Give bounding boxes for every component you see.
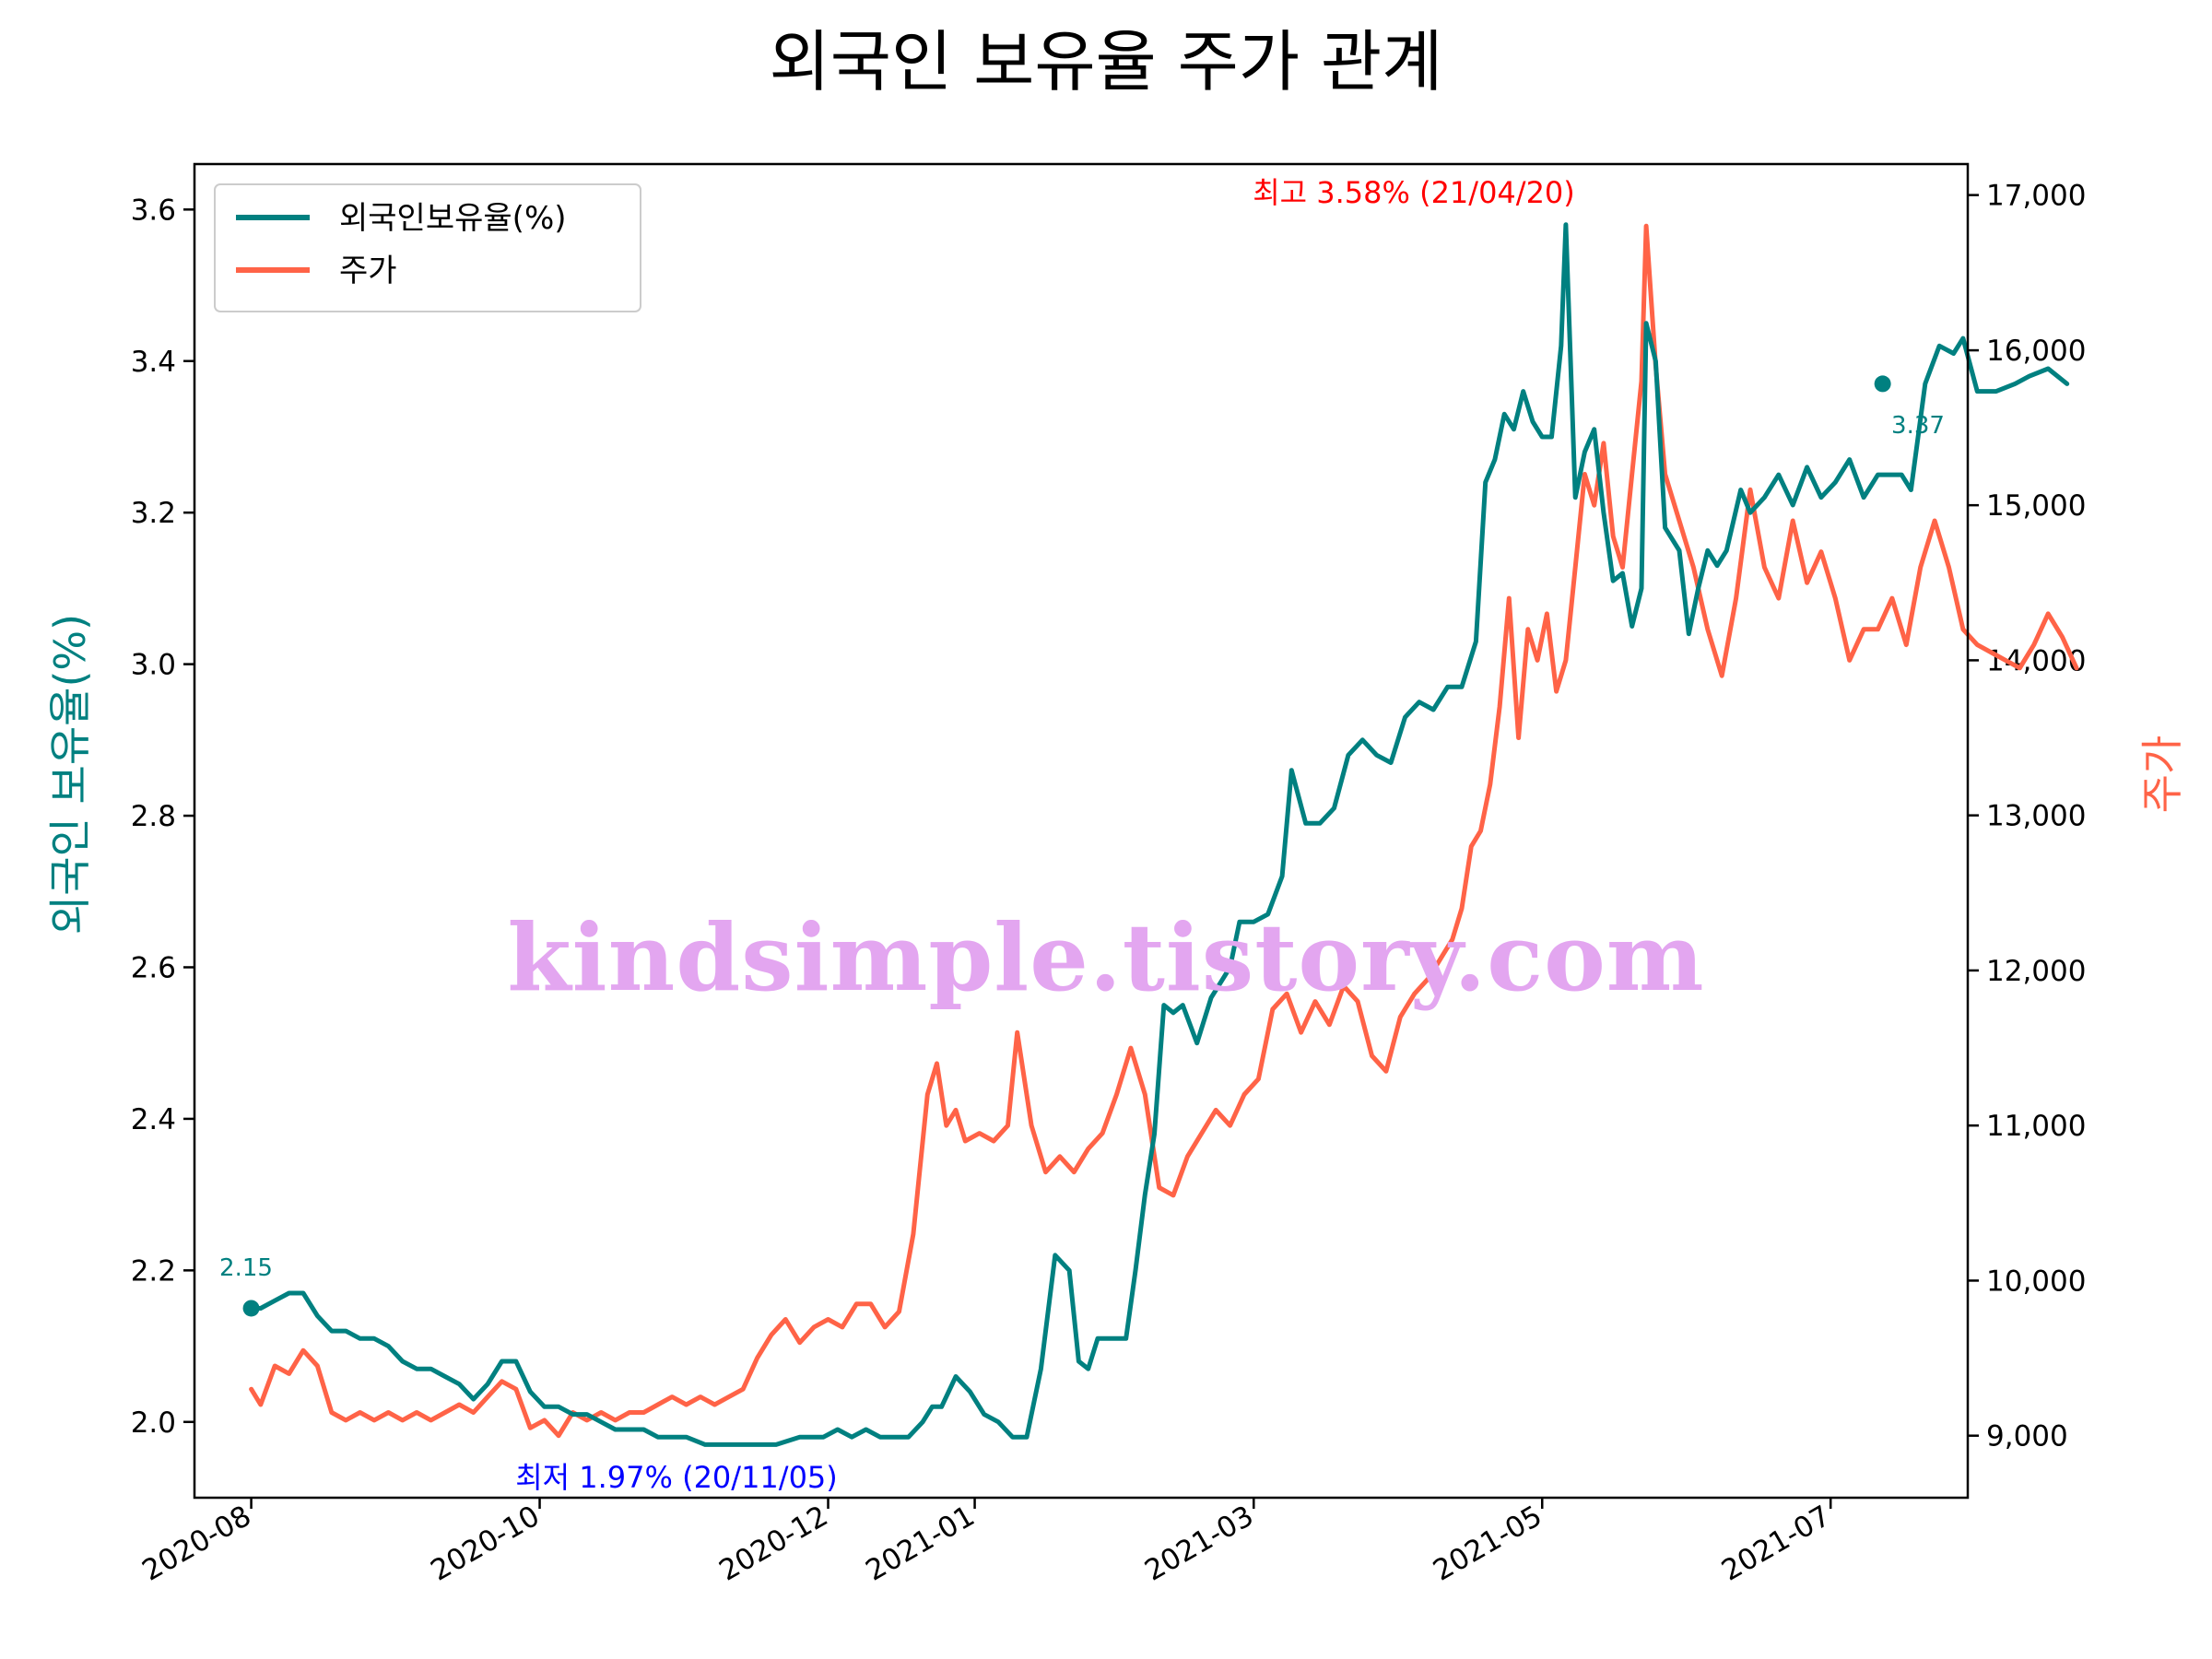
legend: 외국인보유율(%) 주가: [214, 183, 641, 312]
legend-price-label: 주가: [339, 253, 397, 289]
y-right-tick-label: 11,000: [1986, 1110, 2086, 1143]
watermark: kindsimple.tistory.com: [507, 903, 1705, 1012]
y-axis-left-label: 외국인 보유율(%): [45, 614, 95, 935]
y-right-tick-label: 17,000: [1986, 180, 2086, 213]
y-left-tick-label: 2.4: [131, 1103, 176, 1136]
y-left-tick-label: 2.8: [131, 800, 176, 833]
y-right-tick-label: 10,000: [1986, 1265, 2086, 1298]
chart-title: 외국인 보유율 주가 관계: [769, 23, 1442, 100]
x-tick-label: 2021-07: [1716, 1500, 1836, 1588]
holding-series-line: [249, 222, 2070, 1447]
plot-frame: [193, 162, 1970, 1500]
y-axis-right-label: 주가: [2137, 735, 2187, 814]
legend-box: [214, 183, 641, 312]
y-left-tick-label: 3.4: [131, 346, 176, 379]
x-tick-label: 2021-01: [860, 1500, 980, 1588]
x-tick-label: 2021-05: [1428, 1500, 1547, 1588]
y-left-tick-label: 2.6: [131, 951, 176, 984]
annotation-min: 최저 1.97% (20/11/05): [515, 1460, 838, 1495]
x-axis-ticks: 2020-08 2020-10 2020-12 2021-01 2021-03 2021-…: [136, 1498, 1836, 1588]
end-point-marker: [1874, 375, 1891, 393]
start-point-marker: [242, 1300, 260, 1317]
x-tick-label: 2020-08: [136, 1500, 256, 1588]
x-tick-label: 2020-12: [713, 1500, 833, 1588]
y-left-tick-label: 3.2: [131, 497, 176, 530]
y-left-tick-label: 2.0: [131, 1406, 176, 1440]
annotation-start-value: 2.15: [219, 1254, 273, 1282]
y-left-tick-label: 3.6: [131, 194, 176, 227]
price-series-line: [249, 223, 2079, 1439]
x-tick-label: 2021-03: [1139, 1500, 1259, 1588]
legend-holding-label: 외국인보유율(%): [339, 200, 567, 237]
x-tick-label: 2020-10: [425, 1500, 545, 1588]
y-left-tick-label: 3.0: [131, 649, 176, 682]
annotation-max: 최고 3.58% (21/04/20): [1253, 175, 1575, 210]
y-axis-right-ticks: 9,00010,00011,00012,00013,00014,00015,00…: [1968, 180, 2086, 1453]
series-layer: [242, 222, 2079, 1447]
y-right-tick-label: 12,000: [1986, 955, 2086, 988]
y-right-tick-label: 13,000: [1986, 800, 2086, 833]
y-right-tick-label: 15,000: [1986, 489, 2086, 523]
y-right-tick-label: 16,000: [1986, 335, 2086, 368]
y-right-tick-label: 9,000: [1986, 1420, 2068, 1453]
y-axis-left-ticks: 2.0 2.2 2.4 2.6 2.8 3.0 3.2 3.4 3.6: [131, 194, 194, 1440]
y-left-tick-label: 2.2: [131, 1254, 176, 1288]
annotation-end-value: 3.37: [1891, 412, 1945, 440]
